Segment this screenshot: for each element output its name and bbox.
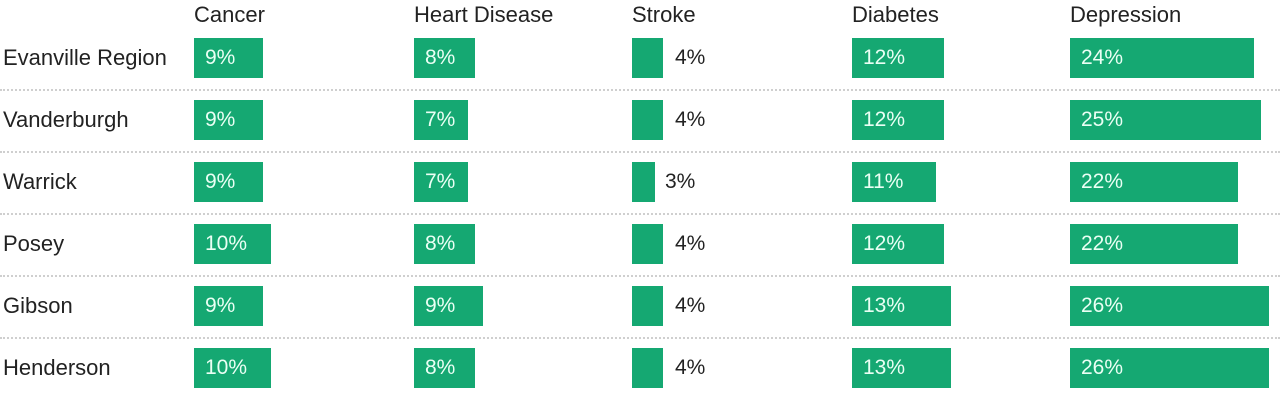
bar-value-label: 8%: [425, 232, 456, 255]
bar-heart-disease: [414, 100, 468, 140]
row-divider: [0, 213, 1280, 215]
bar-value-label: 12%: [863, 232, 906, 255]
bar-cancer: [194, 162, 263, 202]
table-row: Gibson 9% 9% 4% 13% 26%: [0, 286, 1280, 348]
bar-heart-disease: [414, 162, 468, 202]
bar-depression: [1070, 38, 1254, 78]
bar-diabetes: [852, 286, 951, 326]
bar-value-label: 9%: [205, 108, 236, 131]
bar-value-label: 12%: [863, 108, 906, 131]
bar-diabetes: [852, 100, 944, 140]
bar-value-label: 10%: [205, 232, 248, 255]
bar-value-label: 9%: [205, 170, 236, 193]
bar-heart-disease: [414, 348, 475, 388]
row-label: Gibson: [3, 293, 73, 318]
bar-stroke: [632, 348, 663, 388]
bar-value-label: 12%: [863, 46, 906, 69]
bar-stroke: [632, 38, 663, 78]
bar-value-label: 4%: [675, 232, 706, 255]
bar-value-label: 8%: [425, 356, 456, 379]
column-header-stroke: Stroke: [632, 2, 696, 27]
bar-stroke: [632, 286, 663, 326]
bar-value-label: 9%: [425, 294, 456, 317]
bar-value-label: 22%: [1081, 170, 1124, 193]
row-divider: [0, 337, 1280, 339]
bar-diabetes: [852, 162, 936, 202]
column-header-diabetes: Diabetes: [852, 2, 939, 27]
bar-cancer: [194, 224, 271, 264]
row-label: Warrick: [3, 169, 77, 194]
bar-value-label: 26%: [1081, 294, 1124, 317]
bar-stroke: [632, 224, 663, 264]
row-label: Vanderburgh: [3, 107, 129, 132]
bar-value-label: 7%: [425, 170, 456, 193]
bar-depression: [1070, 162, 1238, 202]
bar-heart-disease: [414, 38, 475, 78]
row-label: Evanville Region: [3, 45, 167, 70]
bar-value-label: 10%: [205, 356, 248, 379]
bar-cancer: [194, 348, 271, 388]
bar-diabetes: [852, 348, 951, 388]
bar-value-label: 4%: [675, 356, 706, 379]
bar-depression: [1070, 286, 1269, 326]
bar-heart-disease: [414, 286, 483, 326]
bar-depression: [1070, 348, 1269, 388]
row-label: Henderson: [3, 355, 111, 380]
bar-value-label: 22%: [1081, 232, 1124, 255]
row-divider: [0, 89, 1280, 91]
table-row: Henderson 10% 8% 4% 13% 26%: [0, 348, 1280, 410]
bar-value-label: 9%: [205, 294, 236, 317]
row-divider: [0, 151, 1280, 153]
bar-value-label: 9%: [205, 46, 236, 69]
bar-value-label: 11%: [863, 170, 904, 193]
bar-value-label: 13%: [863, 356, 906, 379]
table-row: Warrick 9% 7% 3% 11% 22%: [0, 162, 1280, 224]
bar-cancer: [194, 38, 263, 78]
bar-diabetes: [852, 224, 944, 264]
column-header-depression: Depression: [1070, 2, 1182, 27]
bar-depression: [1070, 100, 1261, 140]
row-divider: [0, 275, 1280, 277]
table-row: Vanderburgh 9% 7% 4% 12% 25%: [0, 100, 1280, 162]
bar-value-label: 25%: [1081, 108, 1124, 131]
bar-value-label: 4%: [675, 294, 706, 317]
bar-value-label: 8%: [425, 46, 456, 69]
bar-value-label: 26%: [1081, 356, 1124, 379]
bar-heart-disease: [414, 224, 475, 264]
bar-cancer: [194, 286, 263, 326]
table-row: Posey 10% 8% 4% 12% 22%: [0, 224, 1280, 286]
bar-value-label: 4%: [675, 46, 706, 69]
bar-cancer: [194, 100, 263, 140]
bar-value-label: 3%: [665, 170, 696, 193]
bar-value-label: 4%: [675, 108, 706, 131]
bar-diabetes: [852, 38, 944, 78]
bar-value-label: 7%: [425, 108, 456, 131]
column-header-cancer: Cancer: [194, 2, 265, 27]
column-header-heart-disease: Heart Disease: [414, 2, 554, 27]
row-label: Posey: [3, 231, 65, 256]
bar-depression: [1070, 224, 1238, 264]
bar-value-label: 13%: [863, 294, 906, 317]
bar-value-label: 24%: [1081, 46, 1124, 69]
bar-stroke: [632, 100, 663, 140]
bar-stroke: [632, 162, 655, 202]
table-row: Evanville Region 9% 8% 4% 12% 24%: [0, 38, 1280, 100]
